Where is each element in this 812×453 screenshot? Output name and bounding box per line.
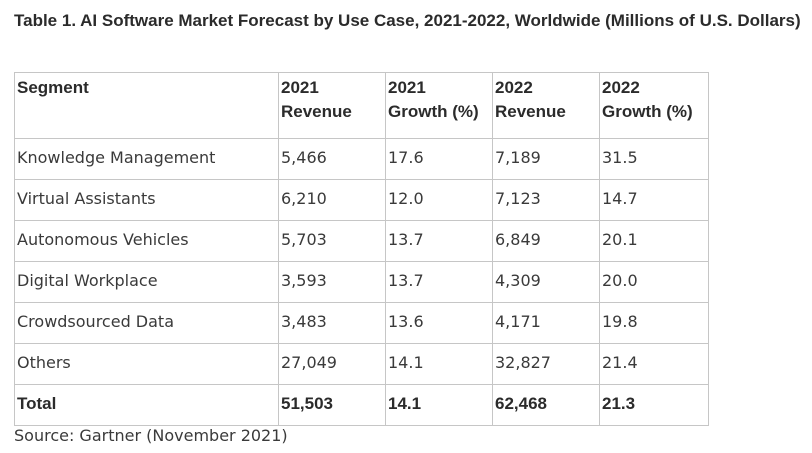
cell-2022-growth: 20.1: [599, 220, 709, 262]
cell-segment: Virtual Assistants: [14, 179, 279, 221]
cell-2022-revenue: 6,849: [492, 220, 600, 262]
cell-2022-growth: 19.8: [599, 302, 709, 344]
total-2021-growth: 14.1: [385, 384, 493, 426]
total-row: Total 51,503 14.1 62,468 21.3: [14, 384, 709, 426]
total-label: Total: [14, 384, 279, 426]
header-segment: Segment: [14, 72, 279, 139]
cell-2022-revenue: 4,171: [492, 302, 600, 344]
forecast-table: Segment 2021 Revenue 2021 Growth (%) 2022 R…: [14, 72, 709, 426]
table-row: Knowledge Management 5,466 17.6 7,189 31…: [14, 138, 709, 180]
header-2021-growth-line2: Growth (%): [388, 102, 479, 121]
header-2022-revenue-line2: Revenue: [495, 102, 566, 121]
cell-2021-revenue: 5,466: [278, 138, 386, 180]
total-2021-revenue: 51,503: [278, 384, 386, 426]
table-title: Table 1. AI Software Market Forecast by …: [14, 11, 801, 30]
cell-2021-revenue: 3,593: [278, 261, 386, 303]
cell-2021-revenue: 5,703: [278, 220, 386, 262]
header-2022-revenue-line1: 2022: [495, 78, 533, 97]
cell-segment: Others: [14, 343, 279, 385]
cell-2021-revenue: 3,483: [278, 302, 386, 344]
cell-2022-growth: 31.5: [599, 138, 709, 180]
cell-2022-revenue: 4,309: [492, 261, 600, 303]
header-2022-growth-line2: Growth (%): [602, 102, 693, 121]
header-segment-label: Segment: [17, 78, 89, 97]
cell-2022-growth: 14.7: [599, 179, 709, 221]
table-row: Autonomous Vehicles 5,703 13.7 6,849 20.…: [14, 220, 709, 262]
total-2022-growth: 21.3: [599, 384, 709, 426]
source-note: Source: Gartner (November 2021): [14, 426, 288, 445]
header-2021-growth-line1: 2021: [388, 78, 426, 97]
cell-2022-growth: 21.4: [599, 343, 709, 385]
header-2021-revenue-line1: 2021: [281, 78, 319, 97]
total-2022-revenue: 62,468: [492, 384, 600, 426]
cell-2021-growth: 14.1: [385, 343, 493, 385]
cell-2021-growth: 12.0: [385, 179, 493, 221]
cell-2022-revenue: 32,827: [492, 343, 600, 385]
table-row: Crowdsourced Data 3,483 13.6 4,171 19.8: [14, 302, 709, 344]
cell-segment: Crowdsourced Data: [14, 302, 279, 344]
header-2022-growth-line1: 2022: [602, 78, 640, 97]
header-2022-revenue: 2022 Revenue: [492, 72, 600, 139]
cell-segment: Autonomous Vehicles: [14, 220, 279, 262]
cell-2021-growth: 13.6: [385, 302, 493, 344]
cell-2021-revenue: 27,049: [278, 343, 386, 385]
table-row: Virtual Assistants 6,210 12.0 7,123 14.7: [14, 179, 709, 221]
cell-2021-growth: 13.7: [385, 220, 493, 262]
cell-2022-growth: 20.0: [599, 261, 709, 303]
table-row: Others 27,049 14.1 32,827 21.4: [14, 343, 709, 385]
header-2021-revenue-line2: Revenue: [281, 102, 352, 121]
cell-2021-growth: 17.6: [385, 138, 493, 180]
cell-segment: Digital Workplace: [14, 261, 279, 303]
cell-2022-revenue: 7,123: [492, 179, 600, 221]
header-2021-growth: 2021 Growth (%): [385, 72, 493, 139]
header-row: Segment 2021 Revenue 2021 Growth (%) 2022 R…: [14, 72, 709, 139]
header-2022-growth: 2022 Growth (%): [599, 72, 709, 139]
cell-2021-revenue: 6,210: [278, 179, 386, 221]
header-2021-revenue: 2021 Revenue: [278, 72, 386, 139]
table-row: Digital Workplace 3,593 13.7 4,309 20.0: [14, 261, 709, 303]
cell-2021-growth: 13.7: [385, 261, 493, 303]
cell-2022-revenue: 7,189: [492, 138, 600, 180]
cell-segment: Knowledge Management: [14, 138, 279, 180]
